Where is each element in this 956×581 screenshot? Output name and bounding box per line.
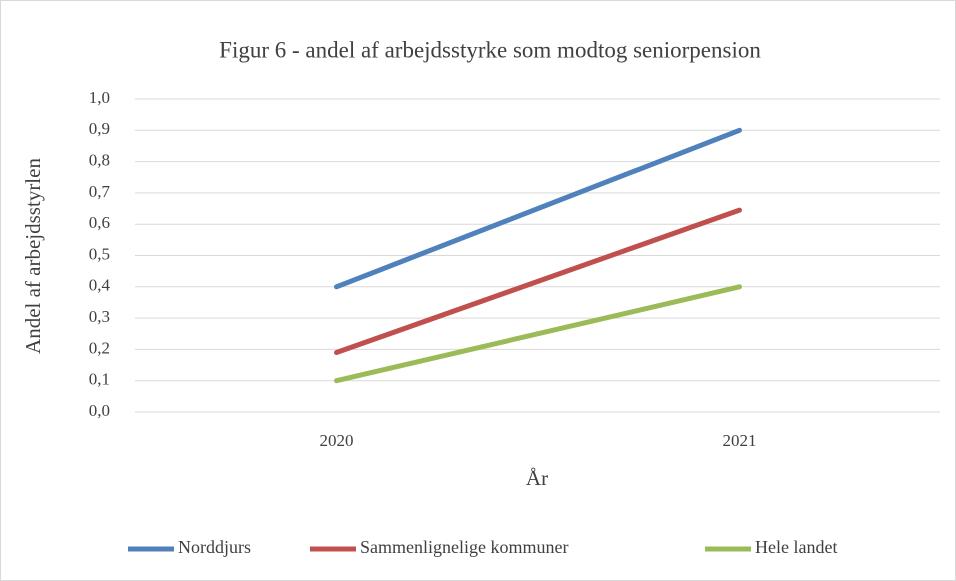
y-axis-label: Andel af arbejdsstyrlen	[21, 158, 45, 354]
y-tick-label: 0,0	[89, 401, 110, 420]
x-tick-label: 2021	[723, 431, 757, 450]
y-tick-label: 0,6	[89, 213, 110, 232]
legend-label: Hele landet	[755, 537, 837, 557]
series-line	[334, 284, 742, 384]
legend-label: Norddjurs	[178, 537, 251, 557]
y-tick-label: 0,3	[89, 307, 110, 326]
y-tick-label: 1,0	[89, 88, 110, 107]
y-tick-label: 0,5	[89, 244, 110, 263]
y-tick-label: 0,1	[89, 370, 110, 389]
series-line	[334, 207, 742, 356]
y-tick-label: 0,8	[89, 151, 110, 170]
y-tick-label: 0,2	[89, 338, 110, 357]
chart-title: Figur 6 - andel af arbejdsstyrke som mod…	[219, 37, 761, 62]
series-line	[334, 127, 742, 290]
legend-label: Sammenlignelige kommuner	[360, 537, 568, 557]
y-tick-label: 0,9	[89, 119, 110, 138]
y-tick-label: 0,4	[89, 276, 111, 295]
y-tick-label: 0,7	[89, 182, 111, 201]
x-axis-label: År	[526, 466, 548, 490]
x-tick-label: 2020	[320, 431, 354, 450]
